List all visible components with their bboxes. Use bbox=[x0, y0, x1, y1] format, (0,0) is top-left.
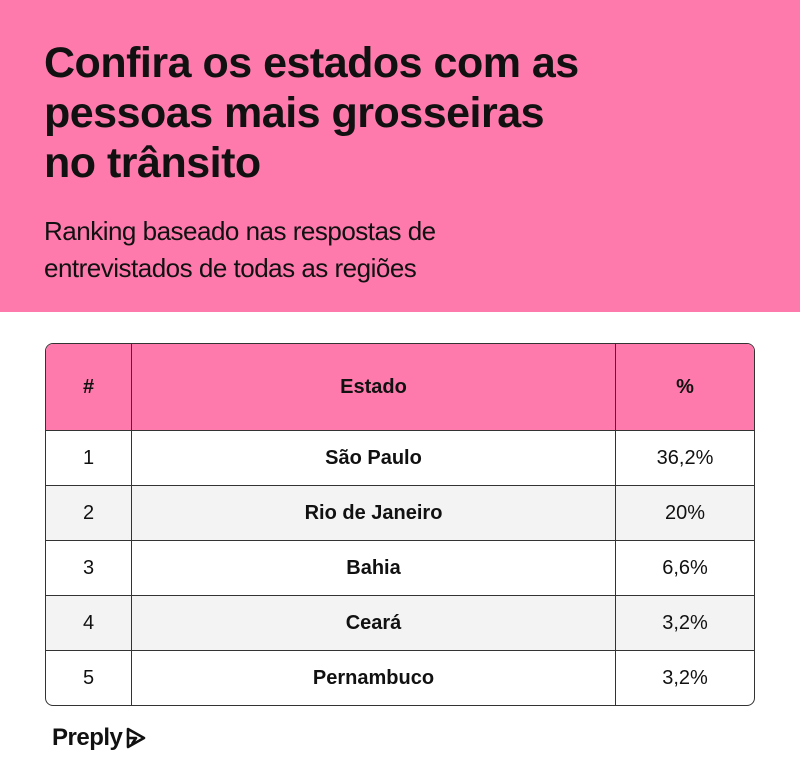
subtitle-line: Ranking baseado nas respostas de bbox=[44, 216, 436, 246]
table-cell: Ceará bbox=[132, 596, 616, 651]
subtitle-line: entrevistados de todas as regiões bbox=[44, 253, 417, 283]
table-row: 5 Pernambuco 3,2% bbox=[46, 651, 754, 705]
title: Confira os estados com as pessoas mais g… bbox=[44, 38, 579, 188]
table-cell: 4 bbox=[46, 596, 132, 651]
table-cell: 6,6% bbox=[616, 541, 754, 596]
header: Confira os estados com as pessoas mais g… bbox=[0, 0, 800, 312]
column-header: % bbox=[616, 344, 754, 431]
table-cell: Rio de Janeiro bbox=[132, 486, 616, 541]
table-cell: 3 bbox=[46, 541, 132, 596]
header-row: # Estado% bbox=[46, 344, 754, 431]
title-line: no trânsito bbox=[44, 139, 261, 187]
table-cell: 2 bbox=[46, 486, 132, 541]
table-row: 3 Bahia 6,6% bbox=[46, 541, 754, 596]
column-header: # bbox=[46, 344, 132, 431]
title-line: Confira os estados com as bbox=[44, 39, 579, 87]
table-body: 1 São Paulo 36,2% 2 Rio de Janeiro 20% 3 Bahia 6… bbox=[46, 431, 754, 705]
table-cell: 20% bbox=[616, 486, 754, 541]
ranking-table: # Estado% 1 São Paulo 36,2% 2 Rio de Janeiro 2… bbox=[45, 343, 755, 706]
subtitle: Ranking baseado nas respostas de entrevi… bbox=[44, 213, 436, 287]
logo-icon bbox=[127, 727, 146, 749]
table-cell: São Paulo bbox=[132, 431, 616, 486]
table-cell: Pernambuco bbox=[132, 651, 616, 705]
table-row: 1 São Paulo 36,2% bbox=[46, 431, 754, 486]
table-row: 2 Rio de Janeiro 20% bbox=[46, 486, 754, 541]
logo-text: Preply bbox=[52, 724, 123, 751]
title-line: pessoas mais grosseiras bbox=[44, 89, 545, 137]
column-header: Estado bbox=[132, 344, 616, 431]
table-row: 4 Ceará 3,2% bbox=[46, 596, 754, 651]
table-cell: 3,2% bbox=[616, 596, 754, 651]
table-cell: 36,2% bbox=[616, 431, 754, 486]
table-cell: 5 bbox=[46, 651, 132, 705]
logo: Preply bbox=[52, 724, 147, 752]
table-cell: 1 bbox=[46, 431, 132, 486]
table-cell: 3,2% bbox=[662, 666, 708, 689]
table-cell: Bahia bbox=[132, 541, 616, 596]
